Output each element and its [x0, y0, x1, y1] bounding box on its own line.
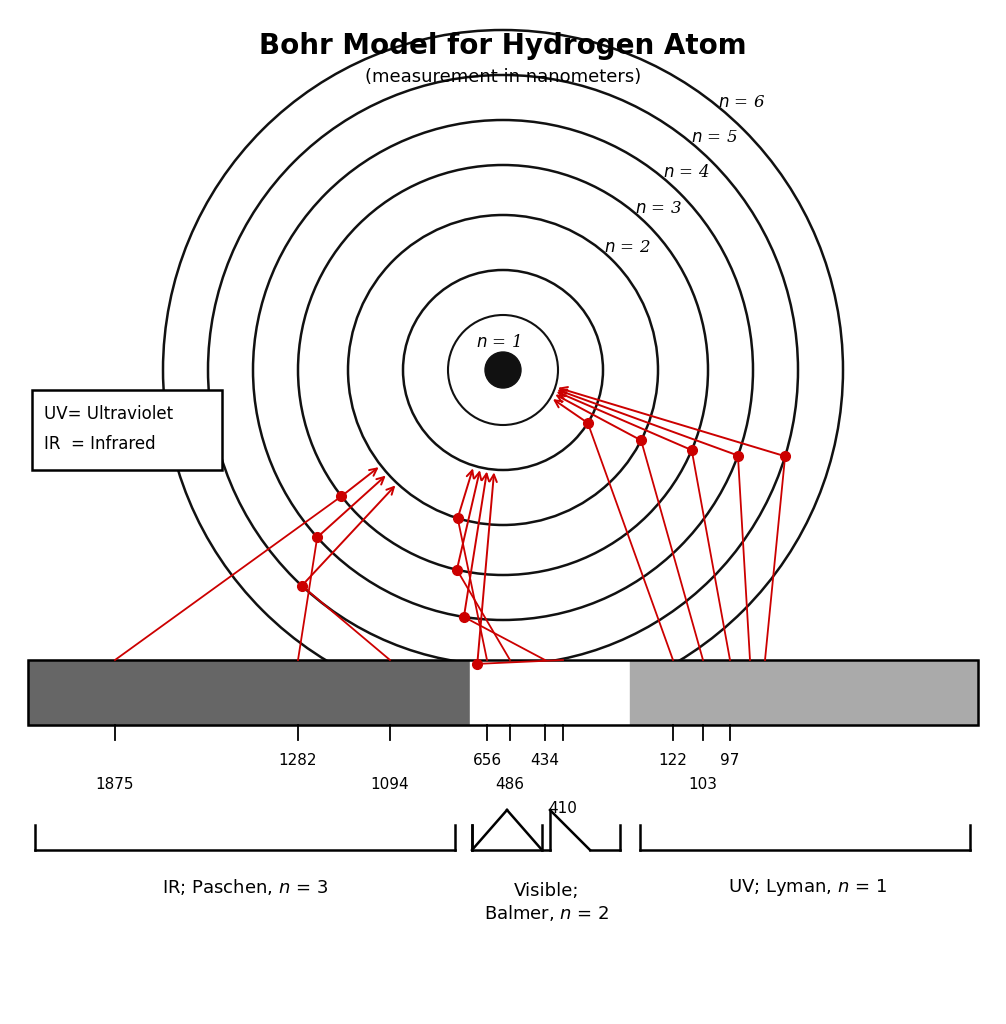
Text: 103: 103 [688, 777, 717, 792]
Text: 97: 97 [720, 753, 739, 768]
Bar [470, 660, 630, 725]
Text: IR; Paschen, $n$ = 3: IR; Paschen, $n$ = 3 [162, 877, 328, 897]
Text: 410: 410 [548, 801, 577, 816]
Text: 1282: 1282 [279, 753, 317, 768]
Text: 656: 656 [473, 753, 502, 768]
Text: $n$ = 2: $n$ = 2 [605, 240, 651, 256]
Text: IR  = Infrared: IR = Infrared [44, 435, 156, 453]
Text: (measurement in nanometers): (measurement in nanometers) [365, 68, 641, 86]
Bar [28, 660, 978, 725]
Text: UV= Ultraviolet: UV= Ultraviolet [44, 406, 173, 423]
Text: $n$ = 3: $n$ = 3 [635, 200, 682, 217]
Text: $n$ = 4: $n$ = 4 [663, 165, 709, 181]
FancyBboxPatch shape [32, 390, 222, 470]
Text: UV; Lyman, $n$ = 1: UV; Lyman, $n$ = 1 [728, 877, 887, 898]
Text: 1094: 1094 [370, 777, 409, 792]
Text: 486: 486 [496, 777, 524, 792]
Text: 434: 434 [530, 753, 559, 768]
Bar [630, 660, 978, 725]
Text: $n$ = 1: $n$ = 1 [476, 334, 520, 351]
Text: 1875: 1875 [96, 777, 134, 792]
Text: 122: 122 [659, 753, 687, 768]
Text: Visible;
Balmer, $n$ = 2: Visible; Balmer, $n$ = 2 [484, 882, 610, 924]
Text: $n$ = 5: $n$ = 5 [691, 129, 737, 146]
Text: Bohr Model for Hydrogen Atom: Bohr Model for Hydrogen Atom [260, 32, 746, 60]
Circle shape [485, 352, 521, 388]
Text: $n$ = 6: $n$ = 6 [718, 93, 766, 111]
Bar [28, 660, 470, 725]
